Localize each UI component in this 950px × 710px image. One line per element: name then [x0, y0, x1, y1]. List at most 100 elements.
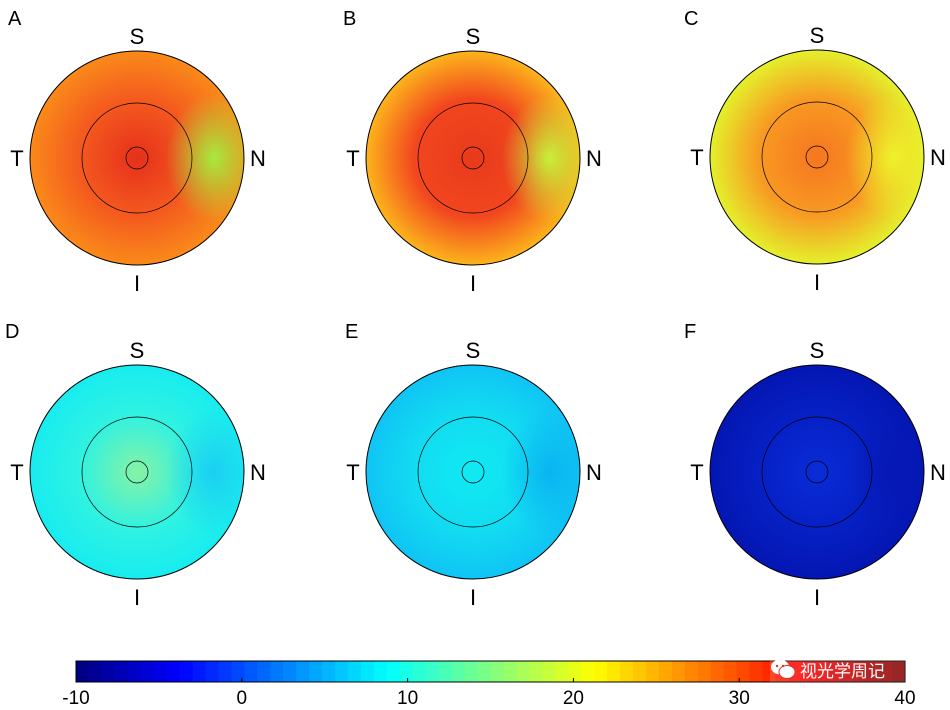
label-inferior: I — [814, 270, 820, 295]
outer-ring — [29, 364, 245, 580]
inner-ring — [417, 416, 529, 528]
colorbar-bin — [594, 661, 608, 682]
colorbar-bin — [140, 661, 155, 682]
colorbar-bin — [309, 661, 323, 682]
panel-letter: B — [343, 8, 356, 30]
label-nasal: N — [250, 460, 266, 485]
colorbar-tick-label: 0 — [237, 688, 248, 709]
outer-ring — [709, 49, 925, 265]
colorbar-bin — [322, 661, 336, 682]
panel-d: D S I T N — [5, 321, 266, 610]
colorbar-bin — [205, 661, 220, 682]
label-nasal: N — [586, 146, 602, 171]
label-superior: S — [466, 24, 481, 49]
colorbar-bin — [814, 661, 828, 682]
outer-ring — [29, 50, 245, 266]
colorbar-bin — [114, 661, 129, 682]
panel-letter: F — [684, 321, 696, 343]
colorbar-bin — [749, 661, 764, 682]
colorbar-bin — [892, 661, 906, 682]
colorbar-bin — [827, 661, 841, 682]
nasal-zone — [845, 92, 924, 222]
label-nasal: N — [586, 460, 602, 485]
nasal-zone — [501, 407, 580, 537]
colorbar-bin — [840, 661, 854, 682]
inner-ring — [761, 416, 873, 528]
nasal-zone — [845, 407, 924, 537]
panel-b: B S I T N — [343, 8, 602, 296]
colorbar-bin — [555, 661, 569, 682]
panel-letter: E — [345, 321, 358, 343]
inner-ring — [81, 416, 193, 528]
label-temporal: T — [346, 146, 359, 171]
central-ring — [805, 145, 829, 169]
nasal-zone — [501, 93, 580, 223]
label-superior: S — [466, 338, 481, 363]
colorbar-bin — [335, 661, 349, 682]
colorbar-bin — [373, 661, 388, 682]
colorbar-bin — [581, 661, 595, 682]
watermark-text: 视光学周记 — [800, 661, 885, 682]
colorbar-bin — [710, 661, 725, 682]
colorbar-bin — [360, 661, 375, 682]
label-temporal: T — [346, 460, 359, 485]
nasal-zone — [165, 407, 244, 537]
panel-letter: C — [684, 8, 698, 30]
colorbar-bin — [736, 661, 751, 682]
central-ring — [125, 146, 149, 170]
colorbar-bin — [516, 661, 530, 682]
central-ring — [461, 460, 485, 484]
panel-f: F S I T N — [684, 321, 946, 610]
colorbar-bin — [853, 661, 867, 682]
colorbar-bin — [127, 661, 142, 682]
watermark: 视光学周记 — [770, 656, 945, 682]
panel-letter: D — [5, 321, 19, 343]
colorbar-bin — [607, 661, 621, 682]
outer-ring — [709, 364, 925, 580]
colorbar-tick-label: -10 — [62, 688, 89, 709]
colorbar-bin — [76, 661, 90, 682]
colorbar-tick-label: 20 — [563, 688, 584, 709]
nasal-zone — [165, 93, 244, 223]
inner-ring — [417, 102, 529, 214]
colorbar-bin — [438, 661, 453, 682]
colorbar-bin — [451, 661, 466, 682]
colorbar-bin — [412, 661, 427, 682]
colorbar-bin — [542, 661, 556, 682]
outer-ring — [365, 50, 581, 266]
colorbar-bin — [464, 661, 479, 682]
colorbar-tick-label: 40 — [894, 688, 915, 709]
panel-c: C S I T N — [684, 8, 946, 295]
panel-letter: A — [8, 8, 22, 30]
label-superior: S — [810, 23, 825, 48]
colorbar-bin — [529, 661, 543, 682]
inner-ring — [81, 102, 193, 214]
colorbar-bin — [684, 661, 699, 682]
colorbar-bin — [101, 661, 116, 682]
colorbar-bin — [490, 661, 505, 682]
label-temporal: T — [690, 145, 703, 170]
colorbar-bin — [179, 661, 194, 682]
panel-a: A S I T N — [8, 8, 266, 296]
label-inferior: I — [814, 585, 820, 610]
colorbar-bin — [348, 661, 362, 682]
colorbar-bin — [257, 661, 271, 682]
colorbar-bin — [270, 661, 284, 682]
colorbar-bin — [568, 661, 582, 682]
label-inferior: I — [134, 271, 140, 296]
colorbar-bin — [866, 661, 880, 682]
label-inferior: I — [470, 585, 476, 610]
colorbar-bin — [386, 661, 401, 682]
colorbar-bin — [231, 661, 245, 682]
colorbar-bin — [671, 661, 686, 682]
colorbar-bin — [166, 661, 181, 682]
colorbar-bin — [218, 661, 233, 682]
colorbar-bin — [503, 661, 518, 682]
colorbar-bin — [244, 661, 258, 682]
colorbar-bin — [879, 661, 893, 682]
colorbar-bin — [425, 661, 440, 682]
colorbar-bin — [477, 661, 492, 682]
outer-ring — [365, 364, 581, 580]
label-temporal: T — [690, 460, 703, 485]
